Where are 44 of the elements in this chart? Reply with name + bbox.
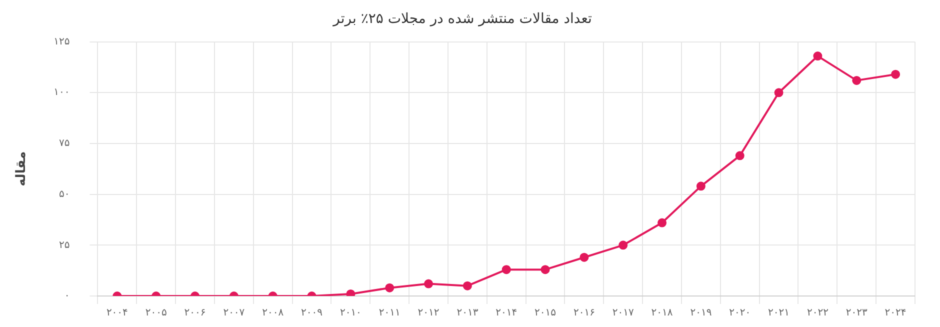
x-tick-label: ۲۰۰۵ <box>145 308 167 319</box>
x-tick-label: ۲۰۱۶ <box>573 308 595 319</box>
x-tick-label: ۲۰۱۷ <box>612 308 634 319</box>
x-tick-label: ۲۰۱۸ <box>651 308 674 319</box>
point <box>618 240 628 250</box>
x-tick-label: ۲۰۱۹ <box>690 308 712 319</box>
x-tick-label: ۲۰۰۶ <box>184 308 206 319</box>
y-tick-label: ۷۵ <box>58 138 70 150</box>
point <box>813 52 822 61</box>
point <box>774 88 784 98</box>
point <box>462 281 472 290</box>
x-tick-label: ۲۰۱۱ <box>378 308 400 319</box>
x-tick-label: ۲۰۱۵ <box>534 308 556 319</box>
point <box>852 76 862 85</box>
point <box>658 218 667 228</box>
point <box>346 289 356 296</box>
point <box>540 265 550 274</box>
y-tick-label: ۱۰۰ <box>54 87 70 98</box>
x-tick-label: ۲۰۲۳ <box>846 308 868 319</box>
x-tick-label: ۲۰۰۹ <box>301 308 323 319</box>
point <box>502 265 511 274</box>
x-tick-label: ۲۰۲۱ <box>768 308 790 319</box>
point <box>735 151 744 160</box>
x-tick-label: ۲۰۱۳ <box>456 308 479 319</box>
y-tick-label: ۱۲۵ <box>54 36 70 48</box>
point <box>891 70 900 79</box>
x-tick-label: ۲۰۱۲ <box>418 308 440 319</box>
point <box>580 252 589 262</box>
x-tick-label: ۲۰۰۴ <box>106 308 128 319</box>
x-tick-label: ۲۰۲۰ <box>729 308 751 319</box>
point <box>424 279 434 288</box>
x-tick-label: ۲۰۱۰ <box>340 308 362 319</box>
y-tick-label: ۲۵ <box>58 240 70 251</box>
x-tick-label: ۲۰۰۸ <box>262 308 284 319</box>
y-tick-label: ۰ <box>64 290 70 302</box>
y-tick-label: ۵۰ <box>58 188 70 200</box>
x-tick-label: ۲۰۱۴ <box>496 308 518 319</box>
point <box>385 283 394 292</box>
y-axis-title: مقاله <box>14 151 30 186</box>
chart-title: تعداد مقالات منتشر شده در مجلات ۲۵٪ برتر <box>332 11 592 28</box>
x-tick-label: ۲۰۲۴ <box>884 308 906 319</box>
x-tick-label: ۲۰۰۷ <box>223 308 246 319</box>
point <box>696 182 706 191</box>
x-tick-label: ۲۰۲۲ <box>806 308 828 319</box>
